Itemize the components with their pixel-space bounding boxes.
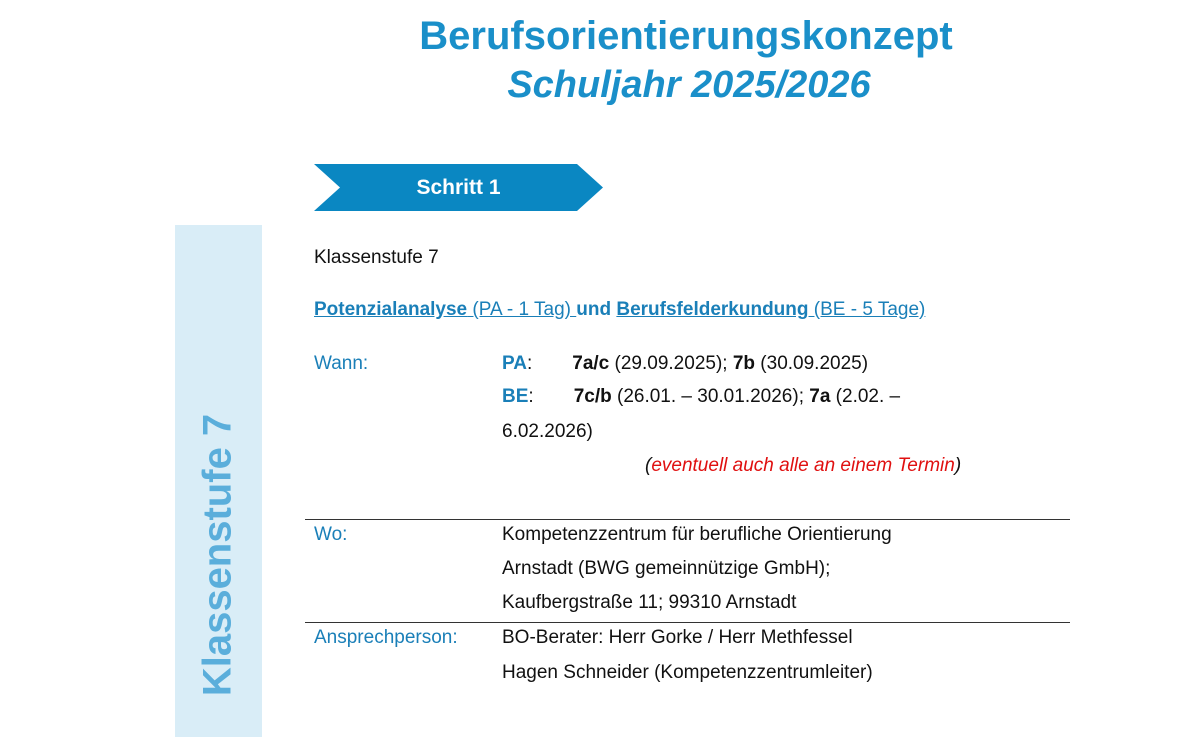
divider <box>305 622 1070 623</box>
pa-dates: PA: 7a/c (29.09.2025); 7b (30.09.2025) <box>502 353 869 374</box>
wann-label: Wann: <box>314 353 369 374</box>
und-text: und <box>576 299 617 320</box>
divider <box>305 519 1070 520</box>
wo-line: Kaufbergstraße 11; 99310 Arnstadt <box>502 592 797 613</box>
wo-line: Kompetenzzentrum für berufliche Orientie… <box>502 524 892 545</box>
grade-sidebar: Klassenstufe 7 <box>175 225 262 737</box>
step-banner: Schritt 1 <box>314 164 603 211</box>
wo-label: Wo: <box>314 524 348 545</box>
date-note: (eventuell auch alle an einem Termin) <box>645 455 962 476</box>
be-link[interactable]: Berufsfelderkundung (BE - 5 Tage) <box>616 299 926 320</box>
be-dates-cont: 6.02.2026) <box>502 421 593 442</box>
be-dates: BE: 7c/b (26.01. – 30.01.2026); 7a (2.02.… <box>502 386 901 407</box>
grade-heading: Klassenstufe 7 <box>314 247 439 268</box>
pa-link[interactable]: Potenzialanalyse (PA - 1 Tag) <box>314 299 577 320</box>
page-subtitle: Schuljahr 2025/2026 <box>507 64 871 106</box>
step-label: Schritt 1 <box>416 176 501 199</box>
contact-label: Ansprechperson: <box>314 627 458 648</box>
sidebar-label: Klassenstufe 7 <box>195 413 240 697</box>
contact-line: Hagen Schneider (Kompetenzzentrumleiter) <box>502 662 873 683</box>
wo-line: Arnstadt (BWG gemeinnützige GmbH); <box>502 558 831 579</box>
program-headline: Potenzialanalyse (PA - 1 Tag) und Berufs… <box>314 299 925 321</box>
contact-line: BO-Berater: Herr Gorke / Herr Methfessel <box>502 627 853 648</box>
page-title: Berufsorientierungskonzept <box>419 14 953 58</box>
